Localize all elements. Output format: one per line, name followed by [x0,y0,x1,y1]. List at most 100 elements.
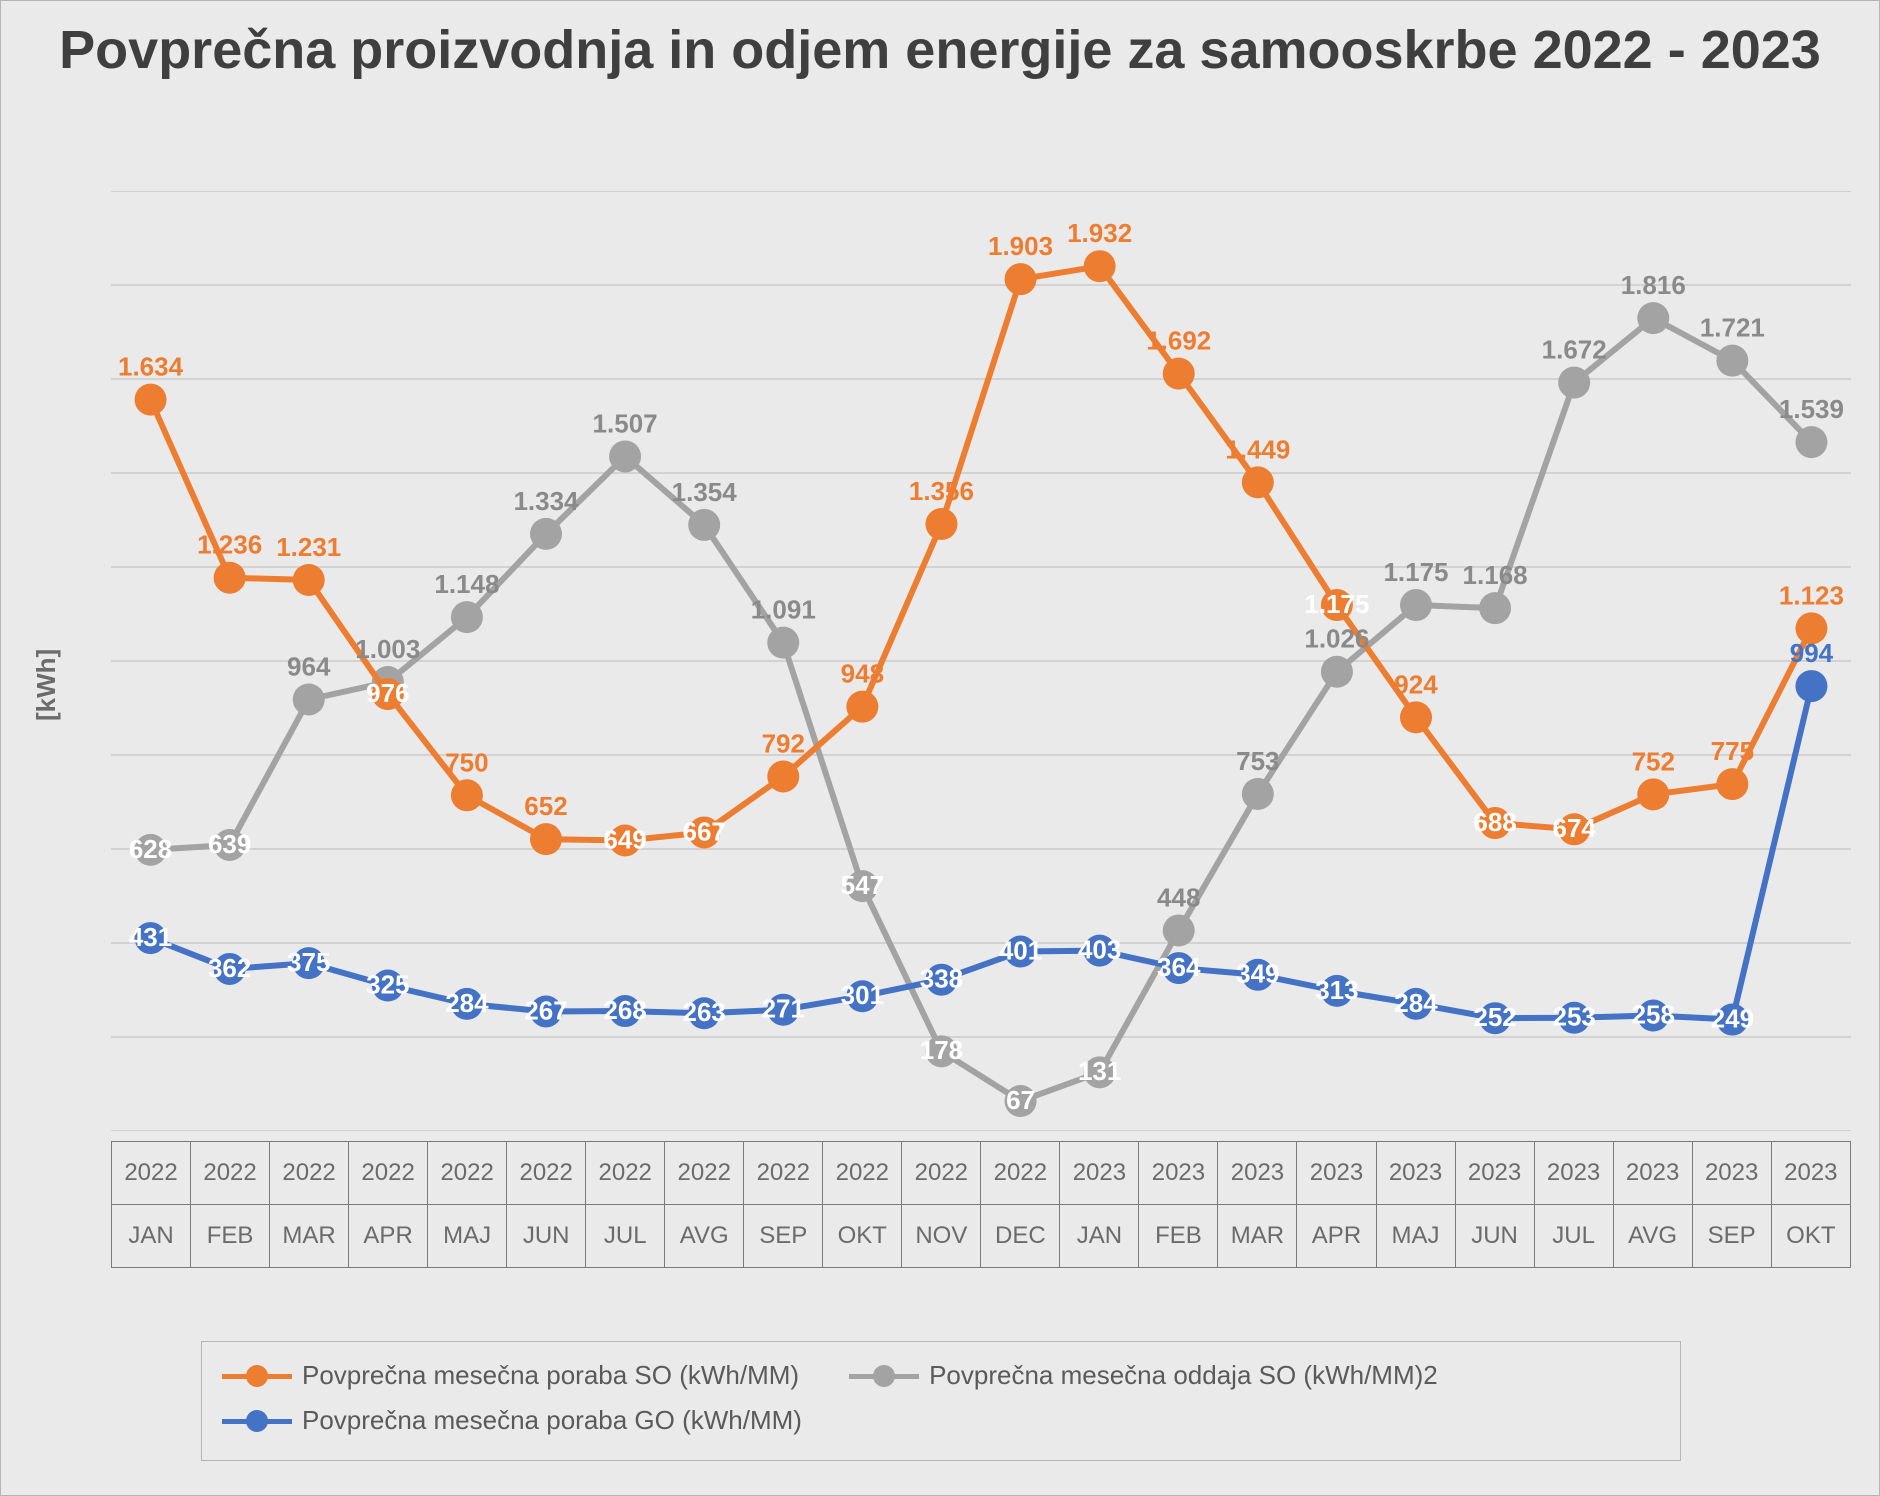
x-month-cell: OKT [1771,1205,1850,1268]
data-label: 948 [841,659,884,689]
data-label: 338 [920,964,963,994]
x-year-cell: 2022 [191,1142,270,1205]
legend-item: Povprečna mesečna oddaja SO (kWh/MM)2 [849,1360,1438,1391]
legend-swatch [849,1362,919,1390]
x-year-cell: 2023 [1534,1142,1613,1205]
x-month-cell: MAR [270,1205,349,1268]
x-year-cell: 2022 [823,1142,902,1205]
x-year-cell: 2023 [1060,1142,1139,1205]
x-year-cell: 2023 [1297,1142,1376,1205]
data-marker [609,440,641,472]
data-label: 628 [129,834,172,864]
data-label: 403 [1078,934,1121,964]
data-label: 688 [1473,807,1516,837]
data-label: 1.091 [751,595,816,625]
plot-svg: 6286399641.0031.1481.3341.5071.3541.0915… [111,191,1851,1131]
legend: Povprečna mesečna poraba SO (kWh/MM) Povp… [201,1341,1681,1461]
data-label: 1.354 [672,477,738,507]
data-label: 547 [841,870,884,900]
data-label: 1.507 [593,408,658,438]
data-label: 349 [1236,959,1279,989]
data-label: 284 [1394,988,1438,1018]
x-year-cell: 2022 [112,1142,191,1205]
x-axis-table: 2022202220222022202220222022202220222022… [111,1141,1851,1268]
data-marker [293,564,325,596]
x-month-cell: OKT [823,1205,902,1268]
x-year-cell: 2023 [1218,1142,1297,1205]
data-marker [1163,358,1195,390]
x-year-cell: 2022 [744,1142,823,1205]
x-month-cell: JAN [1060,1205,1139,1268]
legend-item: Povprečna mesečna poraba SO (kWh/MM) [222,1360,799,1391]
x-month-cell: FEB [191,1205,270,1268]
data-marker [688,509,720,541]
data-label: 994 [1790,638,1834,668]
data-label: 263 [682,997,725,1027]
data-marker [214,562,246,594]
data-marker [1795,426,1827,458]
x-month-cell: APR [1297,1205,1376,1268]
data-marker [1558,367,1590,399]
data-marker [1716,768,1748,800]
data-label: 1.231 [276,532,341,562]
data-label: 792 [762,728,805,758]
data-marker [451,601,483,633]
data-label: 1.634 [118,352,184,382]
chart-container: Povprečna proizvodnja in odjem energije … [0,0,1880,1496]
data-label: 752 [1632,746,1675,776]
plot-area: 6286399641.0031.1481.3341.5071.3541.0915… [111,191,1851,1131]
data-label: 1.175 [1383,557,1448,587]
x-month-cell: NOV [902,1205,981,1268]
legend-item: Povprečna mesečna poraba GO (kWh/MM) [222,1405,802,1436]
data-label: 775 [1711,736,1754,766]
data-label: 325 [366,969,409,999]
data-marker [925,508,957,540]
data-label: 268 [603,995,646,1025]
data-label: 1.903 [988,231,1053,261]
data-label: 750 [445,747,488,777]
x-month-cell: JUN [507,1205,586,1268]
data-marker [767,760,799,792]
x-axis-month-row: JANFEBMARAPRMAJJUNJULAVGSEPOKTNOVDECJANF… [112,1205,1851,1268]
legend-label: Povprečna mesečna poraba SO (kWh/MM) [302,1360,799,1391]
data-marker [530,518,562,550]
data-label: 1.148 [434,569,499,599]
data-label: 1.003 [355,634,420,664]
data-label: 252 [1473,1002,1516,1032]
x-month-cell: DEC [981,1205,1060,1268]
data-marker [1479,592,1511,624]
data-marker [1400,701,1432,733]
data-label: 431 [129,922,172,952]
legend-swatch [222,1362,292,1390]
data-label: 178 [920,1035,963,1065]
data-marker [1005,263,1037,295]
data-marker [1637,778,1669,810]
data-label: 448 [1157,882,1200,912]
x-year-cell: 2022 [902,1142,981,1205]
data-label: 976 [366,678,409,708]
data-label: 1.449 [1225,434,1290,464]
x-month-cell: JUN [1455,1205,1534,1268]
legend-label: Povprečna mesečna oddaja SO (kWh/MM)2 [929,1360,1438,1391]
data-marker [767,627,799,659]
data-label: 1.026 [1304,624,1369,654]
data-label: 1.816 [1621,270,1686,300]
data-label: 301 [841,980,884,1010]
x-year-cell: 2023 [1376,1142,1455,1205]
data-label: 639 [208,829,251,859]
x-month-cell: AVG [1613,1205,1692,1268]
x-year-cell: 2023 [1613,1142,1692,1205]
data-marker [1242,778,1274,810]
y-axis-label: [kWh] [31,649,62,721]
data-label: 674 [1552,813,1596,843]
data-marker [1400,589,1432,621]
data-label: 1.334 [513,486,579,516]
data-label: 267 [524,995,567,1025]
data-marker [846,691,878,723]
data-marker [1795,670,1827,702]
data-label: 1.672 [1542,335,1607,365]
legend-swatch [222,1407,292,1435]
x-year-cell: 2023 [1455,1142,1534,1205]
x-month-cell: JUL [586,1205,665,1268]
data-marker [530,823,562,855]
